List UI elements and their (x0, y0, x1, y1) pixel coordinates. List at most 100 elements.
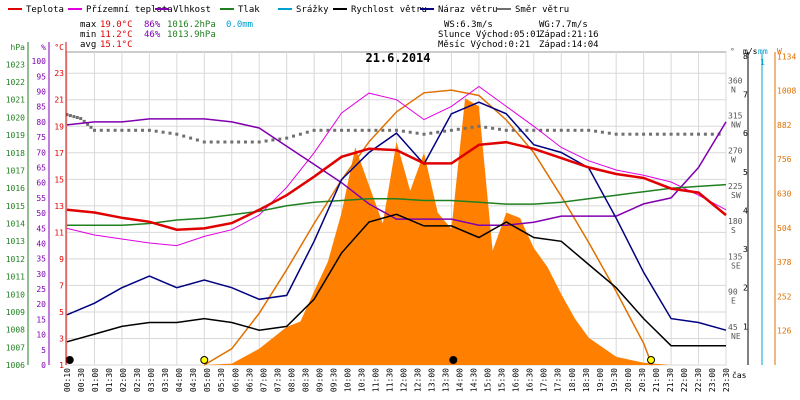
wind-direction-point (326, 128, 330, 132)
pressure-tick-label: 1021 (6, 96, 25, 105)
wind-direction-point (353, 128, 357, 132)
x-tick-label: 12:30 (414, 368, 423, 392)
humidity-tick-label: 80 (36, 118, 46, 127)
wind-direction-point (463, 126, 467, 130)
wind-direction-point (580, 128, 584, 132)
temperature-axis-label: °C (54, 43, 64, 52)
x-tick-label: 08:30 (301, 368, 310, 392)
wind-direction-point (436, 130, 440, 134)
x-tick-label: 22:30 (694, 368, 703, 392)
humidity-tick-label: 85 (36, 103, 46, 112)
x-tick-label: 07:00 (259, 368, 268, 392)
solar-tick-label: 252 (777, 292, 792, 301)
wind-direction-point (559, 128, 563, 132)
wind-direction-point (99, 128, 103, 132)
direction-name-label: N (731, 85, 736, 94)
wind-direction-point (587, 128, 591, 132)
wind-direction-point (120, 128, 124, 132)
x-tick-label: 05:30 (217, 368, 226, 392)
solar-tick-label: 1008 (777, 87, 796, 96)
wind-direction-point (600, 130, 604, 134)
stats-value: 0.0mm (226, 20, 253, 30)
wind-direction-point (649, 132, 652, 136)
pressure-tick-label: 1023 (6, 60, 25, 69)
wind-tick-label: 8 (743, 52, 748, 61)
wind-direction-point (230, 140, 234, 144)
pressure-tick-label: 1017 (6, 166, 25, 175)
wind-direction-point (285, 136, 289, 140)
marker-moonset (449, 356, 458, 364)
x-tick-label: 16:30 (526, 368, 535, 392)
chart-title: 21.6.2014 (365, 51, 430, 65)
stats-value: Západ:21:16 (539, 30, 599, 40)
wind-direction-point (449, 128, 453, 132)
x-tick-label: 16:00 (512, 368, 521, 392)
solar-tick-label: 504 (777, 224, 792, 233)
pressure-tick-label: 1006 (6, 361, 25, 370)
x-tick-label: 18:30 (582, 368, 591, 392)
pressure-tick-label: 1018 (6, 149, 25, 158)
stats-value: max (80, 20, 97, 30)
wind-direction-point (381, 128, 385, 132)
wind-direction-point (161, 130, 165, 134)
x-tick-label: 01:30 (105, 368, 114, 392)
wind-direction-point (168, 131, 172, 135)
wind-direction-point (676, 132, 680, 136)
wind-direction-point (333, 128, 337, 132)
wind-direction-point (401, 129, 405, 133)
temperature-tick-label: 23 (54, 69, 64, 78)
legend-label: Teplota (26, 5, 64, 15)
direction-tick-label: 45 (728, 323, 738, 332)
series-teplota (66, 140, 727, 231)
x-tick-label: 04:30 (189, 368, 198, 392)
wind-direction-point (395, 128, 398, 132)
wind-direction-point (388, 128, 392, 132)
wind-direction-point (491, 126, 495, 130)
pressure-tick-label: 1008 (6, 326, 25, 335)
wind-direction-point (189, 136, 193, 140)
wind-direction-point (175, 132, 179, 136)
humidity-tick-label: 40 (36, 239, 46, 248)
wind-direction-point (312, 128, 316, 132)
x-tick-label: 11:00 (371, 368, 380, 392)
direction-tick-label: 225 (728, 182, 743, 191)
wind-direction-point (607, 131, 611, 135)
wind-direction-point (539, 128, 543, 132)
wind-direction-point (65, 113, 69, 117)
solar-axis-label: W (777, 47, 782, 56)
series-n-raz-v-tru (66, 101, 727, 331)
wind-direction-point (683, 132, 687, 136)
wind-direction-point (278, 137, 282, 141)
temperature-tick-label: 19 (54, 122, 64, 131)
wind-direction-point (82, 119, 86, 123)
plot-area (65, 51, 727, 366)
pressure-tick-label: 1010 (6, 290, 25, 299)
wind-direction-point (374, 128, 378, 132)
wind-direction-point (86, 122, 90, 126)
humidity-tick-label: 0 (41, 361, 46, 370)
direction-tick-label: 360 (728, 76, 743, 85)
pressure-tick-label: 1015 (6, 202, 25, 211)
temperature-tick-label: 9 (59, 255, 64, 264)
stats-value: WS:6.3m/s (444, 20, 493, 30)
x-tick-label: 19:00 (596, 368, 605, 392)
pressure-tick-label: 1022 (6, 78, 25, 87)
x-tick-label: 14:30 (470, 368, 479, 392)
direction-name-label: NE (731, 332, 741, 341)
wind-direction-point (202, 140, 206, 144)
series-solar-radiation (67, 98, 726, 366)
x-tick-label: 06:00 (231, 368, 240, 392)
stats-block: max 19.0°C 86% 1016.2hPa 0.0mm WS:6.3m/s WG:7.… (80, 20, 599, 50)
wind-direction-point (93, 128, 96, 132)
x-tick-label: 07:30 (273, 368, 282, 392)
temperature-tick-label: 13 (54, 202, 64, 211)
wind-direction-point (68, 114, 72, 118)
wind-direction-point (292, 134, 295, 138)
humidity-tick-label: 60 (36, 179, 46, 188)
temperature-tick-label: 11 (54, 228, 64, 237)
stats-value: min (80, 30, 96, 40)
legend-label: Náraz větru (438, 5, 498, 15)
series-vlhkost (66, 118, 727, 226)
wind-direction-point (662, 132, 666, 136)
